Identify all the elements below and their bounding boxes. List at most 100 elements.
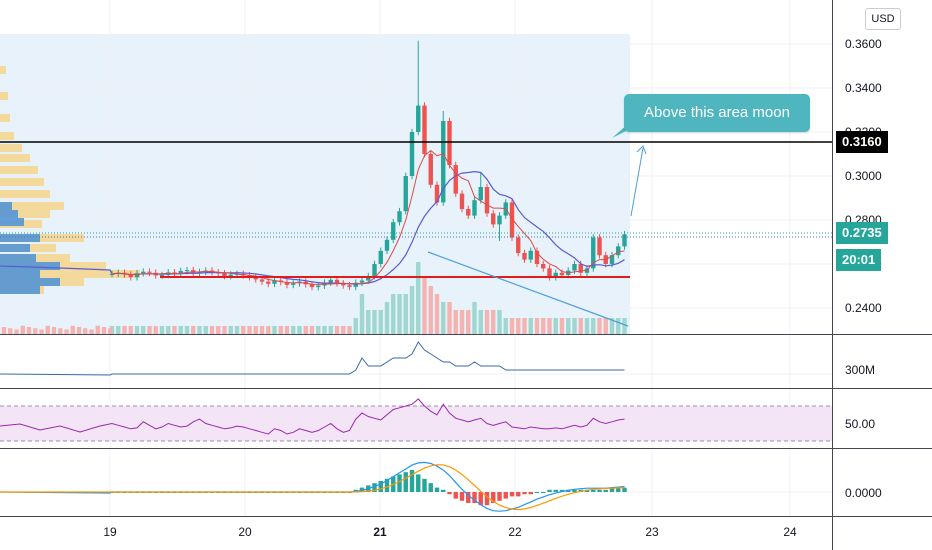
date-tick-label: 22 xyxy=(508,525,522,539)
volume-bar xyxy=(441,302,446,334)
price-axis[interactable]: 0.36000.34000.32000.30000.28000.26000.24… xyxy=(845,37,882,315)
volume-bar xyxy=(572,318,577,334)
macd-bar xyxy=(516,492,521,497)
candle-body xyxy=(341,283,346,286)
currency-selector[interactable]: USD xyxy=(865,8,901,30)
volume-bar xyxy=(39,329,44,334)
candle-body xyxy=(309,284,315,288)
volume-bar xyxy=(45,325,50,334)
macd-bar xyxy=(534,492,540,493)
macd-bar xyxy=(409,470,415,492)
date-tick-label: 23 xyxy=(645,525,659,539)
candle-body xyxy=(541,264,546,269)
macd-bar xyxy=(591,489,596,492)
candle-body xyxy=(128,274,133,278)
last-price-tag: 0.2735 xyxy=(836,222,888,244)
macd-bar xyxy=(584,489,590,492)
volume-bar xyxy=(141,326,146,334)
volume-bar xyxy=(466,310,471,334)
candle-body xyxy=(172,272,177,274)
date-tick-label: 21 xyxy=(373,525,387,539)
trend-line[interactable] xyxy=(427,251,629,327)
volume-bar xyxy=(241,326,246,334)
volume-bar xyxy=(484,310,490,334)
price-tick-label: 0.2400 xyxy=(845,301,882,315)
candle-body xyxy=(559,272,565,275)
candle-body xyxy=(472,200,477,216)
arrow-line[interactable] xyxy=(630,147,644,217)
macd-bar xyxy=(441,489,446,492)
candle-body xyxy=(328,279,333,283)
macd-bar xyxy=(472,492,477,503)
candle-body xyxy=(147,271,152,273)
volume-bar xyxy=(447,302,452,334)
candle-body xyxy=(441,121,446,203)
volume-bar xyxy=(14,329,19,334)
candle-body xyxy=(141,271,146,274)
candle-body xyxy=(459,193,465,209)
volume-bar xyxy=(291,326,296,334)
volume-bar xyxy=(58,328,63,334)
annotation-callout[interactable]: Above this area moon xyxy=(624,94,810,132)
volume-bar xyxy=(541,318,546,334)
candle-body xyxy=(134,273,140,278)
candle-body xyxy=(403,176,408,212)
candle-body xyxy=(522,253,527,260)
volume-bar xyxy=(216,326,221,334)
date-tick-label: 24 xyxy=(783,525,797,539)
volume-bar xyxy=(153,326,158,334)
volume-bars xyxy=(1,262,627,334)
volume-line xyxy=(0,341,625,376)
macd-bar xyxy=(459,492,465,501)
volume-bar xyxy=(128,326,133,334)
volume-bar xyxy=(516,318,521,334)
candle-body xyxy=(347,285,352,287)
volume-bar xyxy=(459,310,465,334)
macd-bar xyxy=(541,492,546,493)
macd-bar xyxy=(597,489,602,492)
volume-bar xyxy=(247,326,252,334)
macd-bar xyxy=(528,492,533,495)
price-pane[interactable] xyxy=(0,40,832,334)
volume-bar xyxy=(108,328,113,334)
candle-body xyxy=(397,211,402,223)
volume-bar xyxy=(316,326,321,334)
macd-bar xyxy=(422,478,427,492)
candle-body xyxy=(428,154,433,185)
volume-bar xyxy=(203,326,208,334)
macd-histogram xyxy=(109,470,627,506)
volume-bar xyxy=(122,326,127,334)
volume-bar xyxy=(209,326,215,334)
volume-bar xyxy=(434,294,440,334)
date-tick-label: 20 xyxy=(238,525,252,539)
volume-bar xyxy=(491,310,496,334)
resistance-price-tag: 0.3160 xyxy=(836,131,888,153)
volume-bar xyxy=(33,328,38,334)
candle-body xyxy=(466,209,471,216)
arrow-head-icon xyxy=(636,145,647,155)
volume-bar xyxy=(159,326,165,334)
volume-bar xyxy=(497,310,502,334)
volume-bar xyxy=(428,286,433,334)
candle-body xyxy=(616,246,621,256)
candle-body xyxy=(591,237,596,269)
candle-body xyxy=(422,105,427,154)
candle-body xyxy=(578,264,583,273)
candle-body xyxy=(184,270,190,272)
volume-bar xyxy=(191,326,196,334)
macd-bar xyxy=(522,492,527,495)
candle-body xyxy=(366,276,371,281)
candle-body xyxy=(516,237,521,253)
candle-body xyxy=(497,215,502,225)
volume-bar xyxy=(584,318,590,334)
rsi-band xyxy=(0,406,832,441)
volume-bar xyxy=(422,278,427,334)
time-axis[interactable]: 19 20 21 22 23 24 xyxy=(103,525,797,539)
volume-bar xyxy=(172,326,177,334)
candle-body xyxy=(191,270,196,273)
macd-bar xyxy=(378,481,383,492)
macd-bar xyxy=(609,487,615,492)
volume-bar xyxy=(184,326,190,334)
macd-bar xyxy=(453,492,458,499)
